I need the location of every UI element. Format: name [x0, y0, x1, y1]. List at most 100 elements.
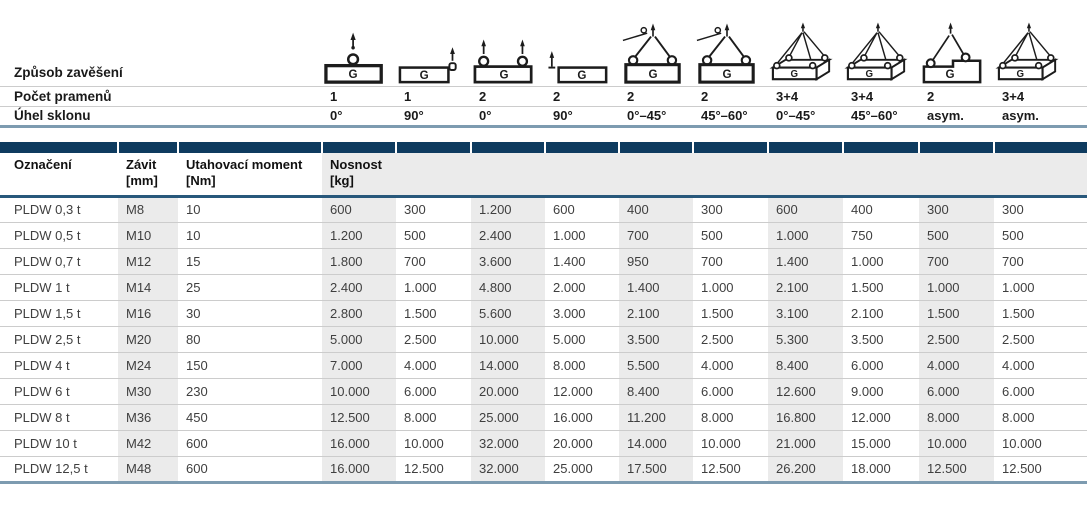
angle-label: Úhel sklonu — [0, 105, 323, 128]
strand-count-value: 1 — [396, 85, 472, 106]
angle-value: asym. — [994, 105, 1087, 128]
designation-header: Označení — [0, 152, 118, 196]
load-cell: 9.000 — [843, 377, 919, 404]
torque-cell: 600 — [178, 429, 322, 456]
load-cell: 2.100 — [768, 273, 843, 300]
load-cell: 1.400 — [619, 273, 693, 300]
load-cell: 600 — [768, 196, 843, 222]
load-cell: 12.500 — [396, 455, 471, 484]
load-cell: 700 — [396, 247, 471, 274]
load-cell: 2.000 — [545, 273, 619, 300]
load-cell: 6.000 — [919, 377, 994, 404]
load-cell: 700 — [693, 247, 768, 274]
load-cell: 1.200 — [471, 196, 545, 222]
load-cell: 4.800 — [471, 273, 545, 300]
load-cell: 4.000 — [396, 351, 471, 378]
two-leg-sling-icon — [620, 22, 686, 86]
thread-cell: M14 — [118, 273, 178, 300]
load-cell: 12.500 — [693, 455, 768, 484]
angle-value: 45°–60° — [843, 105, 920, 128]
group-bar — [0, 141, 1087, 153]
strand-count-value: 2 — [545, 85, 620, 106]
load-cell: 5.300 — [768, 325, 843, 352]
angle-value: 0°–45° — [768, 105, 844, 128]
table-row: PLDW 8 t M36 450 12.500 8.000 25.000 16.000… — [0, 403, 1087, 430]
load-cell: 1.000 — [843, 247, 919, 274]
load-cell: 5.600 — [471, 299, 545, 326]
table-row: PLDW 0,5 t M10 10 1.200 500 2.400 1.000 700 5… — [0, 221, 1087, 248]
group-bar-segment — [0, 141, 119, 153]
designation-cell: PLDW 8 t — [0, 403, 118, 430]
group-bar-segment — [471, 141, 546, 153]
suspension-icons-row: Způsob zavěšení — [0, 18, 1087, 86]
load-cell: 8.000 — [994, 403, 1087, 430]
group-bar-segment — [768, 141, 844, 153]
group-bar-segment — [843, 141, 920, 153]
load-cell: 21.000 — [768, 429, 843, 456]
load-cell: 12.500 — [994, 455, 1087, 484]
strand-count-label: Počet pramenů — [0, 85, 323, 106]
group-bar-segment — [322, 141, 397, 153]
load-cell: 8.000 — [545, 351, 619, 378]
load-cell: 20.000 — [545, 429, 619, 456]
group-bar-segment — [994, 141, 1087, 153]
strand-count-value: 2 — [471, 85, 546, 106]
load-cell: 17.500 — [619, 455, 693, 484]
load-cell: 300 — [919, 196, 994, 222]
capacity-header: Nosnost [kg] — [322, 152, 1087, 196]
torque-cell: 230 — [178, 377, 322, 404]
designation-cell: PLDW 1 t — [0, 273, 118, 300]
strand-count-row: Počet pramenů 1 1 2 2 2 2 3+4 3+4 2 3+4 — [0, 85, 1087, 106]
thread-cell: M16 — [118, 299, 178, 326]
load-cell: 1.500 — [994, 299, 1087, 326]
group-bar-segment — [919, 141, 995, 153]
column-header-row: Označení Závit [mm] Utahovací moment [Nm… — [0, 152, 1087, 196]
load-cell: 4.000 — [919, 351, 994, 378]
designation-cell: PLDW 1,5 t — [0, 299, 118, 326]
load-cell: 10.000 — [471, 325, 545, 352]
load-cell: 1.500 — [693, 299, 768, 326]
load-cell: 8.400 — [768, 351, 843, 378]
suspension-diagram-cell — [396, 18, 472, 86]
load-cell: 2.500 — [396, 325, 471, 352]
load-cell: 16.000 — [545, 403, 619, 430]
strand-count-value: 2 — [919, 85, 995, 106]
two-leg-vertical-icon — [472, 22, 538, 86]
table-row: PLDW 4 t M24 150 7.000 4.000 14.000 8.000 5.… — [0, 351, 1087, 378]
load-cell: 6.000 — [843, 351, 919, 378]
load-cell: 500 — [396, 221, 471, 248]
load-cell: 1.000 — [693, 273, 768, 300]
designation-cell: PLDW 12,5 t — [0, 455, 118, 484]
load-cell: 2.100 — [843, 299, 919, 326]
thread-cell: M30 — [118, 377, 178, 404]
thread-cell: M8 — [118, 196, 178, 222]
multi-leg-sling-icon — [769, 22, 835, 86]
load-cell: 3.600 — [471, 247, 545, 274]
torque-cell: 150 — [178, 351, 322, 378]
load-cell: 2.800 — [322, 299, 396, 326]
load-cell: 400 — [619, 196, 693, 222]
angle-value: asym. — [919, 105, 995, 128]
strand-count-value: 3+4 — [994, 85, 1087, 106]
load-cell: 400 — [843, 196, 919, 222]
table-row: PLDW 12,5 t M48 600 16.000 12.500 32.000 25… — [0, 455, 1087, 484]
designation-cell: PLDW 6 t — [0, 377, 118, 404]
load-cell: 10.000 — [322, 377, 396, 404]
designation-cell: PLDW 0,7 t — [0, 247, 118, 274]
suspension-diagram-cell — [322, 18, 397, 86]
load-cell: 5.000 — [322, 325, 396, 352]
load-cell: 1.000 — [919, 273, 994, 300]
suspension-diagram-cell — [471, 18, 546, 86]
load-cell: 8.000 — [396, 403, 471, 430]
torque-cell: 10 — [178, 221, 322, 248]
designation-cell: PLDW 0,3 t — [0, 196, 118, 222]
load-cell: 7.000 — [322, 351, 396, 378]
two-leg-side-icon — [546, 22, 612, 86]
load-cell: 5.500 — [619, 351, 693, 378]
group-bar-segment — [396, 141, 472, 153]
load-cell: 12.000 — [545, 377, 619, 404]
torque-header: Utahovací moment [Nm] — [178, 152, 322, 196]
two-leg-asym-icon — [920, 22, 986, 86]
load-cell: 500 — [919, 221, 994, 248]
load-cell: 3.100 — [768, 299, 843, 326]
